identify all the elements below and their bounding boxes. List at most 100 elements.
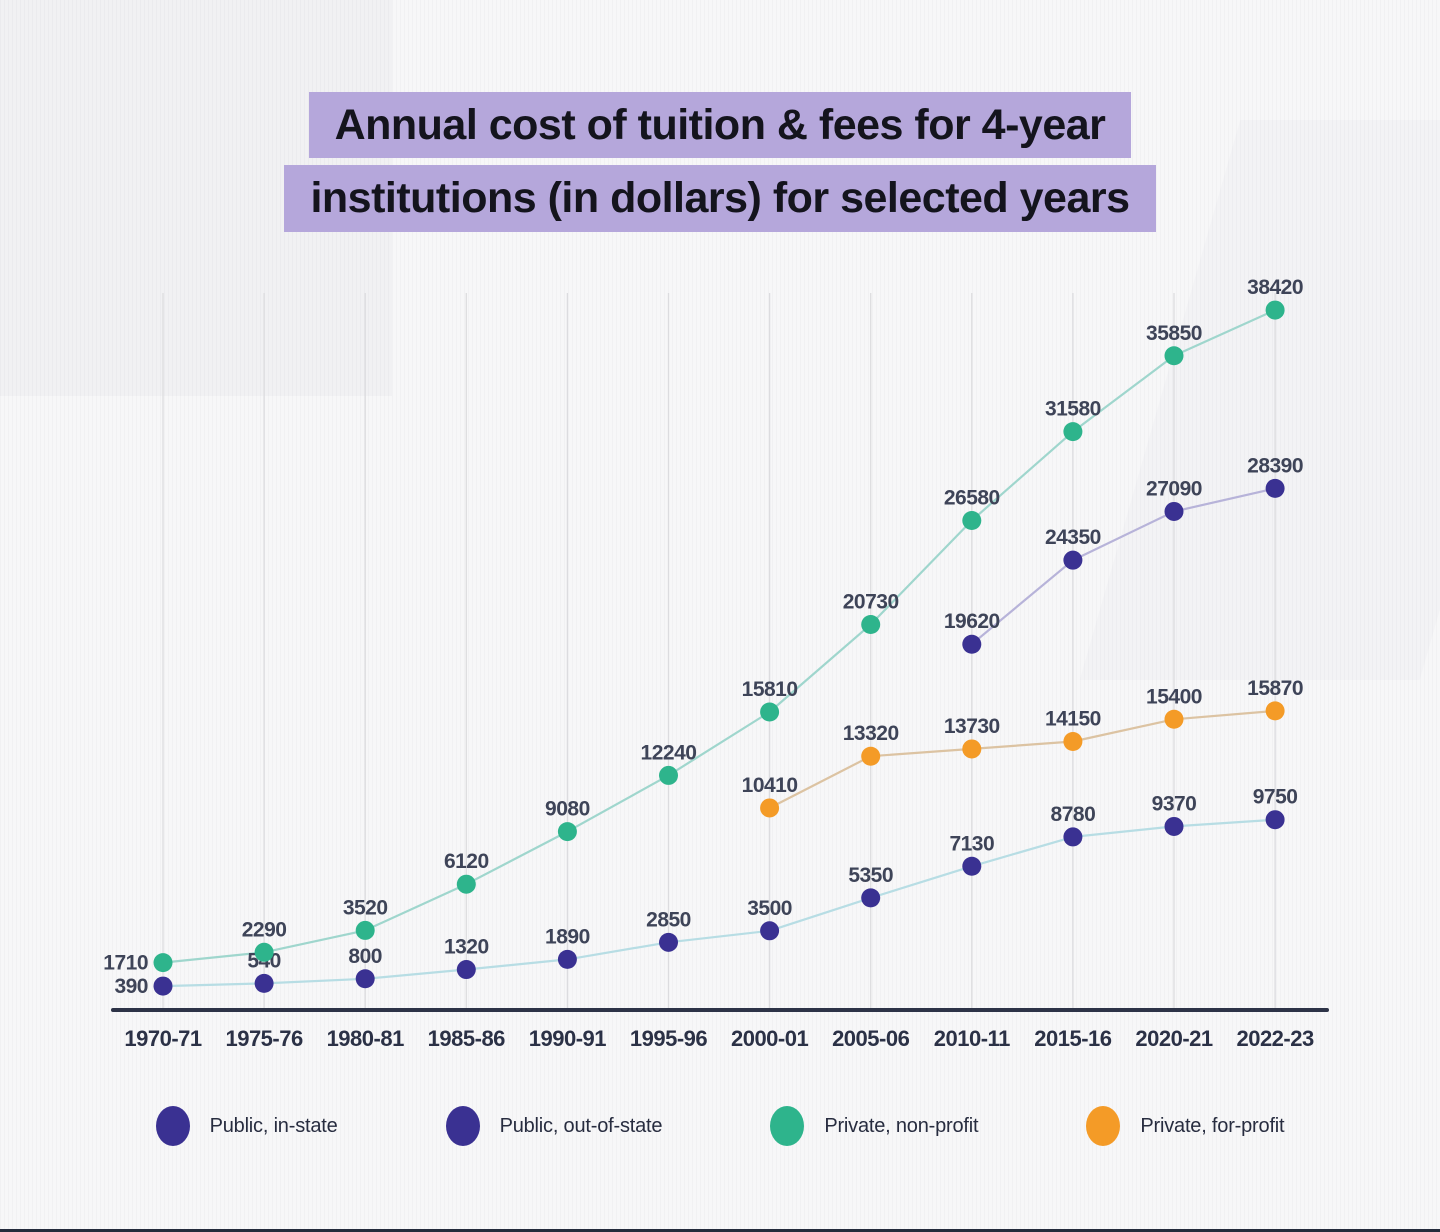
data-point-private-for-profit-2010-11	[962, 739, 982, 759]
data-label-public-in-state-2005-06: 5350	[848, 864, 893, 887]
data-label-private-non-profit-1985-86: 6120	[444, 850, 489, 873]
data-point-public-in-state-2000-01	[760, 921, 780, 941]
data-point-public-out-of-state-2020-21	[1164, 501, 1184, 521]
data-point-private-non-profit-1985-86	[456, 874, 476, 894]
data-point-private-non-profit-1975-76	[254, 942, 274, 962]
legend-item-label: Public, out-of-state	[499, 1114, 663, 1137]
legend-swatch-private-for-profit	[1086, 1106, 1121, 1146]
legend-swatch-public-in-state	[155, 1106, 190, 1146]
data-point-private-for-profit-2020-21	[1164, 709, 1184, 729]
x-tick-label-1990-91: 1990-91	[529, 1026, 607, 1051]
data-label-private-for-profit-2005-06: 13320	[843, 722, 899, 745]
data-label-public-in-state-2015-16: 8780	[1051, 803, 1096, 826]
data-label-private-non-profit-1970-71: 1710	[103, 952, 148, 975]
data-label-private-non-profit-1975-76: 2290	[242, 918, 287, 941]
data-point-public-in-state-1990-91	[557, 949, 577, 969]
data-point-private-non-profit-2000-01	[760, 702, 780, 722]
data-label-public-in-state-1970-71: 390	[114, 975, 148, 998]
data-point-public-in-state-2020-21	[1164, 816, 1184, 836]
series-line-public-in-state	[161, 818, 1277, 988]
data-label-private-non-profit-2020-21: 35850	[1146, 322, 1202, 345]
data-label-private-for-profit-2022-23: 15870	[1247, 677, 1303, 700]
data-label-public-out-of-state-2020-21: 27090	[1146, 477, 1202, 500]
x-tick-label-1975-76: 1975-76	[225, 1026, 303, 1051]
chart-title-line-1: Annual cost of tuition & fees for 4-year	[308, 92, 1132, 159]
data-point-private-non-profit-1995-96	[659, 765, 678, 785]
data-label-private-for-profit-2020-21: 15400	[1146, 685, 1202, 708]
x-tick-label-1970-71: 1970-71	[124, 1026, 202, 1051]
x-tick-label-2015-16: 2015-16	[1034, 1026, 1112, 1051]
data-label-public-in-state-2010-11: 7130	[949, 832, 994, 855]
x-tick-label-1985-86: 1985-86	[428, 1026, 506, 1051]
data-point-public-out-of-state-2015-16	[1063, 550, 1083, 570]
data-point-private-non-profit-1980-81	[355, 920, 375, 940]
chart-legend: Public, in-state Public, out-of-state Priv…	[0, 1106, 1440, 1146]
data-label-private-non-profit-1980-81: 3520	[343, 896, 388, 919]
data-label-public-out-of-state-2010-11: 19620	[944, 610, 1000, 633]
data-label-public-in-state-1990-91: 1890	[545, 925, 590, 948]
series-line-public-out-of-state	[970, 487, 1277, 646]
series-line-private-non-profit	[161, 309, 1277, 964]
data-label-private-non-profit-2010-11: 26580	[944, 487, 1000, 510]
data-point-private-for-profit-2000-01	[760, 798, 780, 818]
x-tick-label-2020-21: 2020-21	[1135, 1026, 1213, 1051]
data-point-public-in-state-1995-96	[659, 932, 678, 952]
data-point-private-non-profit-2022-23	[1265, 300, 1285, 320]
data-label-private-for-profit-2015-16: 14150	[1045, 707, 1101, 730]
data-point-public-in-state-2022-23	[1265, 810, 1285, 830]
legend-swatch-private-non-profit	[770, 1106, 805, 1146]
data-point-public-out-of-state-2022-23	[1265, 478, 1285, 498]
bottom-border	[0, 1229, 1440, 1232]
legend-swatch-public-out-of-state	[445, 1106, 480, 1146]
data-label-public-in-state-2022-23: 9750	[1253, 786, 1298, 809]
legend-item-public-out-of-state: Public, out-of-state	[445, 1106, 663, 1146]
data-point-private-non-profit-2010-11	[962, 511, 982, 531]
data-point-public-in-state-1980-81	[355, 969, 375, 989]
data-point-public-in-state-2015-16	[1063, 827, 1083, 847]
data-label-public-in-state-2020-21: 9370	[1152, 792, 1197, 815]
series-line-private-for-profit	[768, 709, 1277, 810]
data-point-private-for-profit-2005-06	[861, 746, 881, 766]
legend-item-public-in-state: Public, in-state	[155, 1106, 338, 1146]
x-tick-label-2000-01: 2000-01	[731, 1026, 809, 1051]
data-point-public-out-of-state-2010-11	[962, 634, 982, 654]
data-label-public-in-state-1980-81: 800	[348, 945, 382, 968]
data-label-private-non-profit-2000-01: 15810	[742, 678, 798, 701]
x-tick-label-1980-81: 1980-81	[327, 1026, 405, 1051]
data-label-public-in-state-1995-96: 2850	[646, 908, 691, 931]
chart-title-line-2: institutions (in dollars) for selected y…	[284, 165, 1156, 232]
data-label-public-out-of-state-2015-16: 24350	[1045, 526, 1101, 549]
data-label-private-for-profit-2000-01: 10410	[742, 774, 798, 797]
x-tick-label-2005-06: 2005-06	[832, 1026, 910, 1051]
legend-item-private-non-profit: Private, non-profit	[770, 1106, 979, 1146]
data-label-private-non-profit-2005-06: 20730	[843, 591, 899, 614]
data-point-private-for-profit-2015-16	[1063, 731, 1083, 751]
data-label-public-in-state-1985-86: 1320	[444, 936, 489, 959]
data-point-private-non-profit-1970-71	[153, 953, 173, 973]
data-point-private-non-profit-2005-06	[861, 615, 881, 635]
data-point-private-non-profit-2015-16	[1063, 422, 1083, 442]
data-label-private-non-profit-1995-96: 12240	[641, 741, 697, 764]
data-point-public-in-state-1985-86	[456, 960, 476, 980]
data-label-private-non-profit-2022-23: 38420	[1247, 276, 1303, 299]
data-point-private-for-profit-2022-23	[1265, 701, 1285, 721]
legend-item-label: Private, non-profit	[824, 1114, 979, 1137]
chart-title: Annual cost of tuition & fees for 4-year…	[0, 92, 1440, 232]
data-point-public-in-state-2005-06	[861, 888, 881, 908]
legend-item-label: Private, for-profit	[1140, 1114, 1285, 1137]
data-label-private-non-profit-2015-16: 31580	[1045, 398, 1101, 421]
x-tick-label-2022-23: 2022-23	[1236, 1026, 1314, 1051]
data-point-public-in-state-1970-71	[153, 976, 173, 996]
legend-item-label: Public, in-state	[209, 1114, 338, 1137]
data-point-private-non-profit-2020-21	[1164, 346, 1184, 366]
x-tick-label-1995-96: 1995-96	[630, 1026, 708, 1051]
data-point-private-non-profit-1990-91	[557, 822, 577, 842]
data-point-public-in-state-1975-76	[254, 973, 274, 993]
data-point-public-in-state-2010-11	[962, 856, 982, 876]
data-label-public-in-state-2000-01: 3500	[747, 897, 792, 920]
x-tick-label-2010-11: 2010-11	[934, 1026, 1010, 1051]
data-label-private-non-profit-1990-91: 9080	[545, 798, 590, 821]
legend-item-private-for-profit: Private, for-profit	[1086, 1106, 1285, 1146]
data-label-public-out-of-state-2022-23: 28390	[1247, 454, 1303, 477]
